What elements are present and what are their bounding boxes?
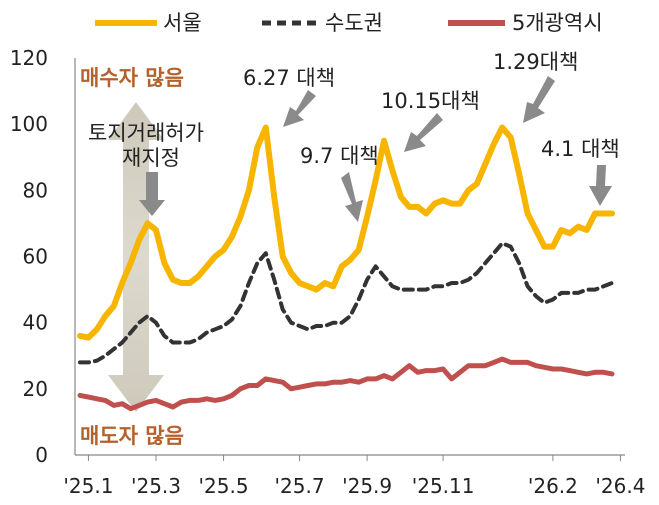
y-tick-label: 120 xyxy=(10,46,48,70)
x-tick-label: '25.9 xyxy=(342,474,392,498)
arrow-9-7 xyxy=(341,172,363,222)
x-tick-label: '25.3 xyxy=(131,474,181,498)
arrow-10-15 xyxy=(404,113,443,152)
arrow-1-29 xyxy=(523,76,555,123)
legend-label-metro: 5개광역시 xyxy=(512,11,603,35)
annotation-arrows xyxy=(139,76,612,222)
annotation-land-permit-2: 재지정 xyxy=(122,146,180,170)
x-tick-label: '26.4 xyxy=(595,474,645,498)
y-tick-label: 40 xyxy=(23,311,48,335)
legend: 서울 수도권 5개광역시 xyxy=(95,11,603,35)
annotation-land-permit-1: 토지거래허가 xyxy=(88,121,204,145)
arrow-4-1 xyxy=(589,165,612,206)
x-tick-label: '25.11 xyxy=(412,474,475,498)
annotation-1-29: 1.29대책 xyxy=(493,50,578,74)
arrow-6-27 xyxy=(283,90,316,127)
x-tick-label: '25.1 xyxy=(63,474,113,498)
y-tick-label: 80 xyxy=(23,178,48,202)
annotation-9-7: 9.7 대책 xyxy=(300,144,379,168)
series-layer xyxy=(77,124,615,412)
annotation-10-15: 10.15대책 xyxy=(381,89,480,113)
x-tick-label: '25.7 xyxy=(275,474,325,498)
y-tick-label: 0 xyxy=(35,443,48,467)
y-tick-label: 100 xyxy=(10,112,48,136)
y-tick-label: 20 xyxy=(23,377,48,401)
series-line-1 xyxy=(78,241,614,365)
annotation-6-27: 6.27 대책 xyxy=(243,66,335,90)
legend-label-seoul: 서울 xyxy=(163,11,202,35)
annotation-buyers-many: 매수자 많음 xyxy=(80,66,184,90)
legend-label-capital: 수도권 xyxy=(325,11,383,35)
annotation-4-1: 4.1 대책 xyxy=(541,137,620,161)
x-axis-ticks: '25.1 '25.3 '25.5 '25.7 '25.9 '25.11 '26.2 '26.… xyxy=(63,455,645,498)
arrow-land-permit xyxy=(139,172,165,216)
y-tick-label: 60 xyxy=(23,245,48,269)
x-tick-label: '26.2 xyxy=(528,474,578,498)
annotation-sellers-many: 매도자 많음 xyxy=(80,424,184,448)
y-axis-ticks: 0 20 40 60 80 100 120 xyxy=(10,46,48,467)
series-line-2 xyxy=(77,356,615,412)
x-tick-label: '25.5 xyxy=(199,474,249,498)
series-line-0 xyxy=(77,124,615,341)
